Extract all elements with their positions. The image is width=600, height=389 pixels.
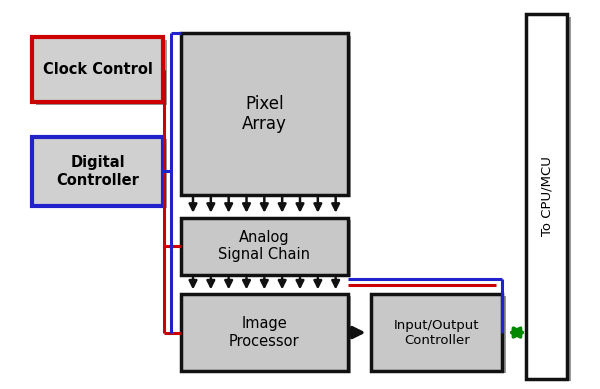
Bar — [181, 33, 347, 195]
Bar — [32, 137, 163, 206]
Bar — [371, 294, 502, 371]
Text: Digital
Controller: Digital Controller — [56, 155, 139, 188]
Bar — [185, 220, 351, 277]
Bar — [185, 36, 351, 197]
Bar — [375, 296, 506, 373]
Bar — [36, 40, 167, 105]
Bar — [181, 294, 347, 371]
Bar — [36, 139, 167, 208]
Bar — [529, 17, 571, 381]
Bar — [526, 14, 568, 378]
Text: Image
Processor: Image Processor — [229, 316, 299, 349]
Bar — [32, 37, 163, 102]
Text: Input/Output
Controller: Input/Output Controller — [394, 319, 479, 347]
Bar — [181, 217, 347, 275]
Text: Clock Control: Clock Control — [43, 62, 153, 77]
Text: Pixel
Array: Pixel Array — [242, 95, 287, 133]
Text: Analog
Signal Chain: Analog Signal Chain — [218, 230, 310, 263]
Bar — [185, 296, 351, 373]
Text: To CPU/MCU: To CPU/MCU — [540, 156, 553, 237]
